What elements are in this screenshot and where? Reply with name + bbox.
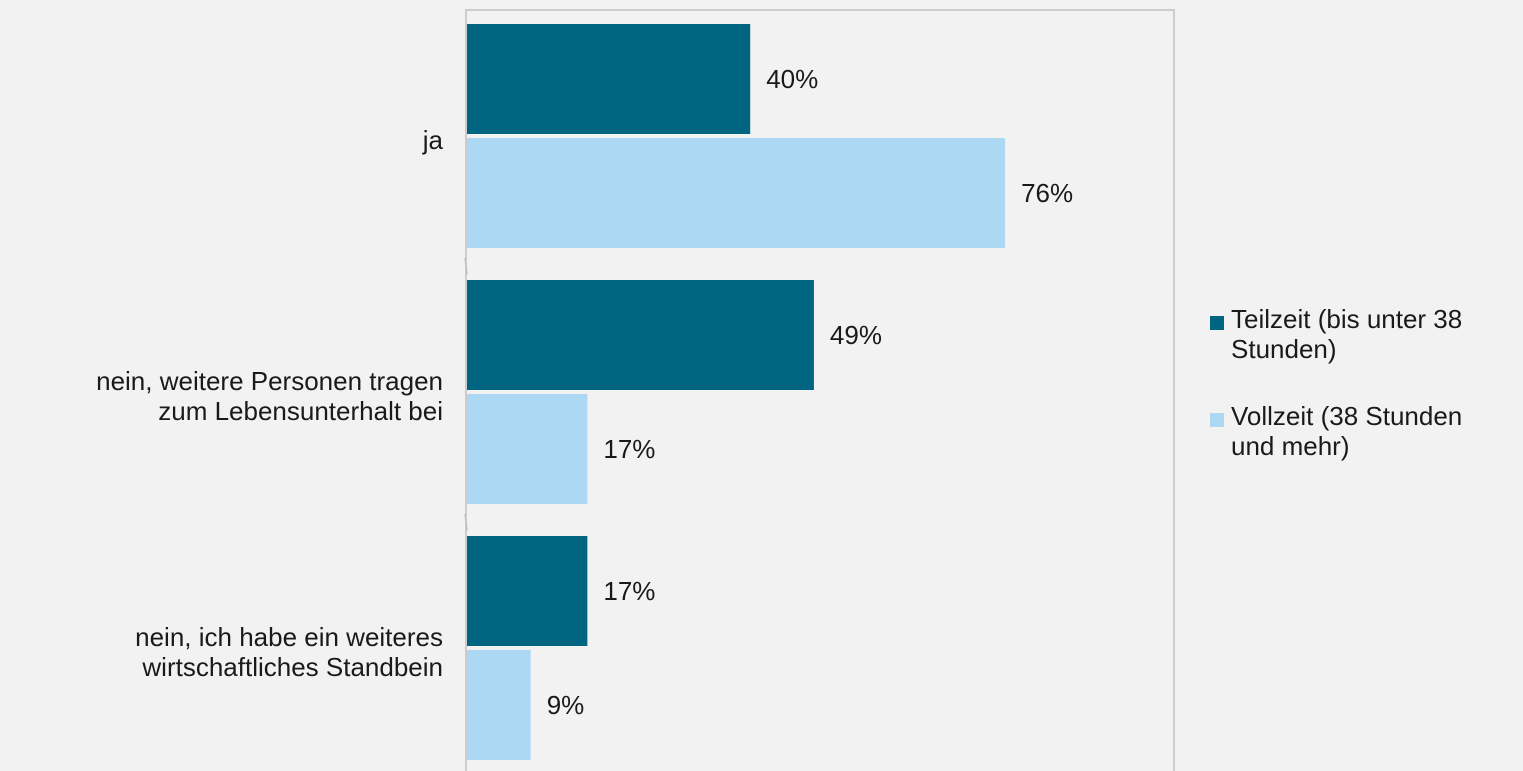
- axis-tick: [464, 257, 468, 275]
- legend-swatch-vollzeit: [1210, 413, 1224, 427]
- bar-vollzeit-2: [467, 650, 531, 760]
- data-label-teilzeit-2: 17%: [603, 576, 655, 606]
- bar-vollzeit-1: [467, 394, 588, 504]
- category-label-weitere-personen: nein, weitere Personen tragen zum Lebens…: [96, 366, 443, 426]
- plot-area-frame: [465, 9, 1175, 771]
- bar-teilzeit-0: [467, 24, 751, 134]
- legend: Teilzeit (bis unter 38 Stunden) Vollzeit…: [1210, 304, 1523, 498]
- axis-tick: [464, 513, 468, 531]
- data-label-vollzeit-1: 17%: [603, 434, 655, 464]
- bar-vollzeit-0: [467, 138, 1006, 248]
- bar-teilzeit-2: [467, 536, 588, 646]
- category-label-weiteres-standbein: nein, ich habe ein weiteres wirtschaftli…: [135, 622, 443, 682]
- legend-label-teilzeit: Teilzeit (bis unter 38 Stunden): [1231, 304, 1463, 364]
- category-label-text: nein, weitere Personen tragen zum Lebens…: [96, 366, 443, 426]
- data-label-vollzeit-0: 76%: [1021, 178, 1073, 208]
- category-label-ja: ja: [422, 125, 443, 155]
- data-label-teilzeit-1: 49%: [830, 320, 882, 350]
- category-label-text: nein, ich habe ein weiteres wirtschaftli…: [135, 622, 443, 682]
- data-label-vollzeit-2: 9%: [547, 690, 585, 720]
- legend-item-vollzeit: Vollzeit (38 Stunden und mehr): [1210, 401, 1523, 461]
- legend-item-teilzeit: Teilzeit (bis unter 38 Stunden): [1210, 304, 1523, 364]
- bar-teilzeit-1: [467, 280, 814, 390]
- legend-label-vollzeit: Vollzeit (38 Stunden und mehr): [1231, 401, 1463, 461]
- legend-swatch-teilzeit: [1210, 316, 1224, 330]
- data-label-teilzeit-0: 40%: [766, 64, 818, 94]
